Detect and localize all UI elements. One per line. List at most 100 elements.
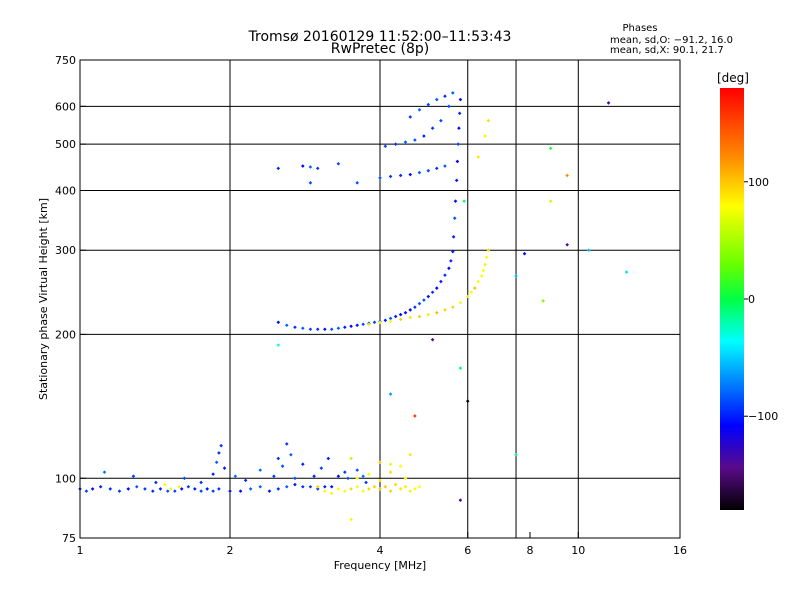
data-point (258, 484, 263, 489)
data-point (486, 248, 491, 253)
data-point (458, 498, 463, 502)
data-point (457, 126, 461, 130)
data-point (193, 487, 197, 491)
data-point (217, 487, 221, 491)
data-point (417, 484, 422, 489)
data-point (98, 484, 103, 489)
data-point (179, 487, 184, 491)
data-point (117, 489, 122, 493)
data-point (214, 460, 219, 465)
data-point (293, 476, 297, 481)
phase-box-o-line: mean, sd,O: −91.2, 16.0 (610, 35, 733, 46)
phase-box-x-line: mean, sd,X: 90.1, 21.7 (610, 45, 724, 56)
data-point (211, 472, 215, 476)
data-point (284, 484, 289, 489)
data-point (289, 452, 293, 457)
data-point (606, 101, 611, 105)
data-point (378, 460, 382, 465)
x-tick-label: 8 (527, 544, 534, 557)
data-point (349, 324, 353, 329)
data-point (168, 487, 173, 491)
data-point (84, 489, 89, 493)
data-point (393, 142, 398, 146)
data-point (451, 235, 456, 239)
x-tick-label: 6 (464, 544, 471, 557)
data-points (78, 91, 629, 522)
data-point (312, 474, 316, 479)
data-point (398, 464, 403, 468)
data-point (219, 443, 223, 448)
data-point (439, 279, 443, 284)
y-tick-label: 75 (62, 532, 76, 545)
x-tick-label: 16 (673, 544, 687, 557)
data-point (308, 484, 313, 489)
data-point (388, 174, 393, 179)
data-point (173, 489, 177, 493)
data-point (355, 468, 359, 472)
colorbar-tick-label: −100 (748, 410, 778, 423)
data-point (355, 484, 359, 489)
data-point (163, 482, 167, 487)
data-point (483, 262, 487, 267)
data-point (276, 343, 281, 347)
data-point (323, 489, 327, 493)
data-point (454, 178, 459, 183)
data-point (284, 323, 289, 328)
data-point (413, 414, 417, 418)
data-point (413, 138, 417, 142)
data-point (349, 456, 353, 461)
data-point (476, 155, 481, 159)
data-point (293, 325, 297, 330)
data-point (426, 294, 431, 299)
data-point (408, 452, 413, 457)
data-point (276, 166, 281, 171)
data-point (383, 484, 388, 489)
data-point (541, 299, 545, 303)
data-point (458, 97, 463, 102)
data-point (248, 487, 253, 491)
x-tick-label: 1 (77, 544, 84, 557)
y-tick-label: 200 (55, 328, 76, 341)
data-point (430, 290, 435, 295)
data-point (388, 489, 393, 493)
data-point (378, 176, 382, 180)
data-point (336, 161, 341, 166)
data-point (462, 199, 466, 203)
colorbar-ticks: 100 0 −100 (744, 176, 778, 423)
data-point (451, 305, 455, 309)
data-point (522, 251, 527, 256)
x-tick-label: 4 (377, 544, 384, 557)
data-point (301, 462, 305, 467)
data-point (177, 484, 181, 489)
data-point (151, 489, 155, 493)
data-point (403, 484, 408, 489)
data-point (408, 172, 413, 177)
data-point (336, 326, 341, 331)
data-point (367, 487, 371, 491)
data-point (447, 104, 451, 109)
x-axis-label: Frequency [MHz] (334, 559, 426, 572)
data-point (329, 327, 334, 332)
data-point (486, 118, 491, 123)
data-point (453, 199, 458, 203)
data-point (388, 316, 393, 321)
data-point (434, 97, 439, 102)
data-point (301, 484, 305, 489)
data-point (336, 487, 341, 491)
data-point (443, 164, 447, 168)
data-point (343, 470, 347, 474)
data-point (308, 181, 313, 185)
data-point (403, 476, 408, 481)
x-axis: 1 2 4 6 8 10 16 (77, 532, 687, 557)
data-point (426, 102, 431, 107)
data-point (398, 312, 403, 317)
data-point (457, 111, 462, 116)
data-point (267, 489, 272, 493)
colorbar-tick-label: 0 (748, 293, 755, 306)
data-point (514, 274, 518, 278)
data-point (90, 487, 95, 491)
data-point (349, 487, 353, 491)
data-point (346, 476, 350, 481)
data-point (315, 487, 320, 491)
